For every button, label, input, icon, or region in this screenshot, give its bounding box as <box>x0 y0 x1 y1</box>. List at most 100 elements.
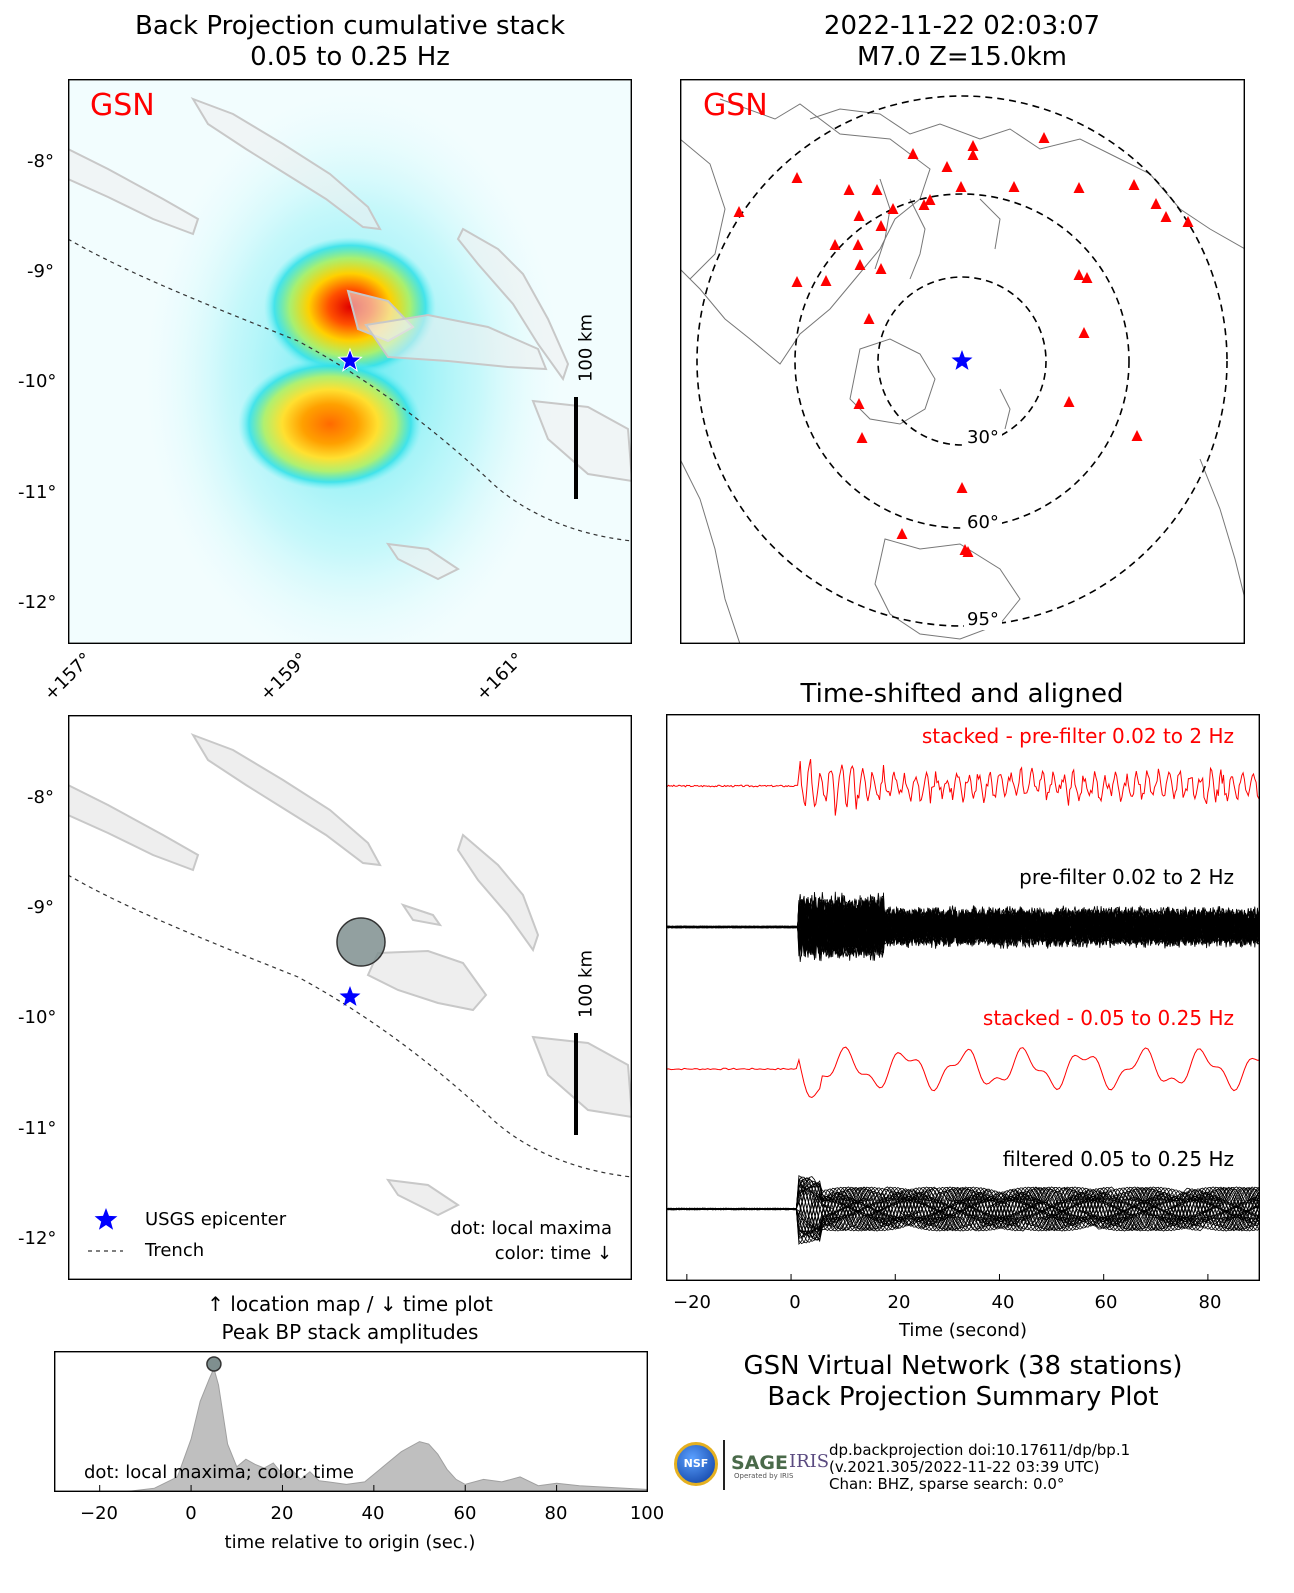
station-triangle-icon <box>852 239 864 250</box>
wave-x-tick: 80 <box>1198 1292 1222 1313</box>
location-note-line2: color: time ↓ <box>494 1243 612 1264</box>
loc-lat-tick: -11° <box>18 1118 57 1139</box>
epicenter-star-icon <box>951 350 973 370</box>
bp-lat-tick: -10° <box>18 371 57 392</box>
waveforms-plot <box>666 714 1260 1281</box>
ring-label-60: 60° <box>964 512 1002 533</box>
ring-label-30: 30° <box>964 427 1002 448</box>
stacked-filtered-trace <box>666 1046 1260 1099</box>
summary-meta-line2: (v.2021.305/2022-11-22 03:39 UTC) <box>829 1458 1100 1476</box>
station-triangle-icon <box>791 276 803 287</box>
bp-map-islands <box>68 97 632 581</box>
station-triangle-icon <box>1073 182 1085 193</box>
loc-lat-tick: -8° <box>27 787 54 808</box>
station-triangle-icon <box>907 148 919 159</box>
station-triangle-icon <box>956 482 968 493</box>
amp-x-tick: 80 <box>544 1503 568 1524</box>
location-caption-line2: Peak BP stack amplitudes <box>221 1320 479 1344</box>
wave-x-tick: 0 <box>789 1292 801 1313</box>
amp-x-tick: 0 <box>185 1503 197 1524</box>
logo-divider <box>723 1440 725 1490</box>
station-triangle-icon <box>843 184 855 195</box>
amplitude-note: dot: local maxima; color: time <box>84 1462 354 1483</box>
bp-lat-tick: -11° <box>18 482 57 503</box>
station-triangle-icon <box>1160 211 1172 222</box>
bp-map-scale-label: 100 km <box>575 313 597 383</box>
summary-line1: GSN Virtual Network (38 stations) <box>743 1351 1183 1381</box>
bp-map-network-label: GSN <box>90 88 155 123</box>
station-triangle-icon <box>829 239 841 250</box>
station-triangle-icon <box>1131 430 1143 441</box>
ring-label-95: 95° <box>964 609 1002 630</box>
station-triangle-icon <box>854 259 866 270</box>
wave-x-tick: 20 <box>887 1292 911 1313</box>
waveform-traces <box>666 758 1260 1245</box>
prefilter-trace <box>666 894 1260 958</box>
amp-x-tick: 60 <box>453 1503 477 1524</box>
location-map-islands <box>68 733 632 1217</box>
amp-x-tick: −20 <box>80 1503 118 1524</box>
wave-x-tick: −20 <box>673 1292 711 1313</box>
legend-epicenter-star-icon <box>94 1208 118 1230</box>
station-triangle-icon <box>1063 396 1075 407</box>
bp-lat-tick: -8° <box>27 151 54 172</box>
station-triangle-icon <box>1081 272 1093 283</box>
station-triangle-icon <box>1128 179 1140 190</box>
amplitude-plot <box>54 1351 648 1492</box>
station-triangle-icon <box>924 194 936 205</box>
station-triangle-icon <box>967 140 979 151</box>
bp-lat-tick: -9° <box>27 261 54 282</box>
bp-map-title: Back Projection cumulative stack <box>134 11 566 41</box>
station-triangle-icon <box>967 149 979 160</box>
continent-outlines <box>680 98 1245 644</box>
sage-logo-text: SAGE <box>731 1452 788 1474</box>
loc-lat-tick: -12° <box>18 1228 57 1249</box>
station-markers <box>733 132 1194 557</box>
event-magnitude-subtitle: M7.0 Z=15.0km <box>857 42 1067 72</box>
location-map-plot <box>68 715 632 1280</box>
trace-label-prefilter: pre-filter 0.02 to 2 Hz <box>1019 865 1234 889</box>
iris-logo-text: IRIS <box>789 1451 830 1472</box>
waveforms-xlabel: Time (second) <box>898 1320 1028 1341</box>
station-triangle-icon <box>853 210 865 221</box>
station-triangle-icon <box>1150 198 1162 209</box>
station-triangle-icon <box>1182 216 1194 227</box>
loc-lat-tick: -9° <box>27 897 54 918</box>
amplitude-maxima-dot <box>206 1356 222 1372</box>
filtered-trace <box>666 1186 1260 1245</box>
amp-x-tick: 20 <box>270 1503 294 1524</box>
trace-label-stacked-prefilter: stacked - pre-filter 0.02 to 2 Hz <box>921 724 1234 748</box>
wave-x-tick: 60 <box>1094 1292 1118 1313</box>
station-triangle-icon <box>820 275 832 286</box>
sage-logo-subtext: Operated by IRIS <box>734 1472 794 1480</box>
location-caption-line1: ↑ location map / ↓ time plot <box>207 1292 493 1316</box>
epicenter-star-icon <box>337 347 363 372</box>
distance-rings <box>696 95 1228 627</box>
legend-epicenter-label: USGS epicenter <box>145 1209 287 1230</box>
loc-lat-tick: -10° <box>18 1007 57 1028</box>
trace-label-filtered: filtered 0.05 to 0.25 Hz <box>1002 1147 1234 1171</box>
station-triangle-icon <box>871 184 883 195</box>
event-time-title: 2022-11-22 02:03:07 <box>823 11 1101 41</box>
station-triangle-icon <box>1008 181 1020 192</box>
station-triangle-icon <box>875 263 887 274</box>
prefilter-trace <box>666 892 1260 956</box>
location-map-scale-label: 100 km <box>575 949 597 1019</box>
waveforms-title: Time-shifted and aligned <box>800 679 1124 709</box>
station-triangle-icon <box>856 432 868 443</box>
station-triangle-icon <box>941 161 953 172</box>
station-map-plot <box>680 79 1245 644</box>
location-note-line1: dot: local maxima <box>450 1218 612 1239</box>
trace-label-stacked-filtered: stacked - 0.05 to 0.25 Hz <box>982 1006 1234 1030</box>
trench-line <box>68 874 632 1178</box>
trench-line <box>68 238 632 542</box>
bp-lon-tick: +157° <box>40 648 97 705</box>
station-triangle-icon <box>887 203 899 214</box>
heat-hotspot-2 <box>238 358 422 490</box>
station-triangle-icon <box>955 181 967 192</box>
epicenter-star-icon <box>339 986 361 1006</box>
bp-map-subtitle: 0.05 to 0.25 Hz <box>250 42 450 72</box>
summary-meta-line1: dp.backprojection doi:10.17611/dp/bp.1 <box>829 1441 1131 1459</box>
station-triangle-icon <box>1038 132 1050 143</box>
amp-x-tick: 100 <box>629 1503 665 1524</box>
